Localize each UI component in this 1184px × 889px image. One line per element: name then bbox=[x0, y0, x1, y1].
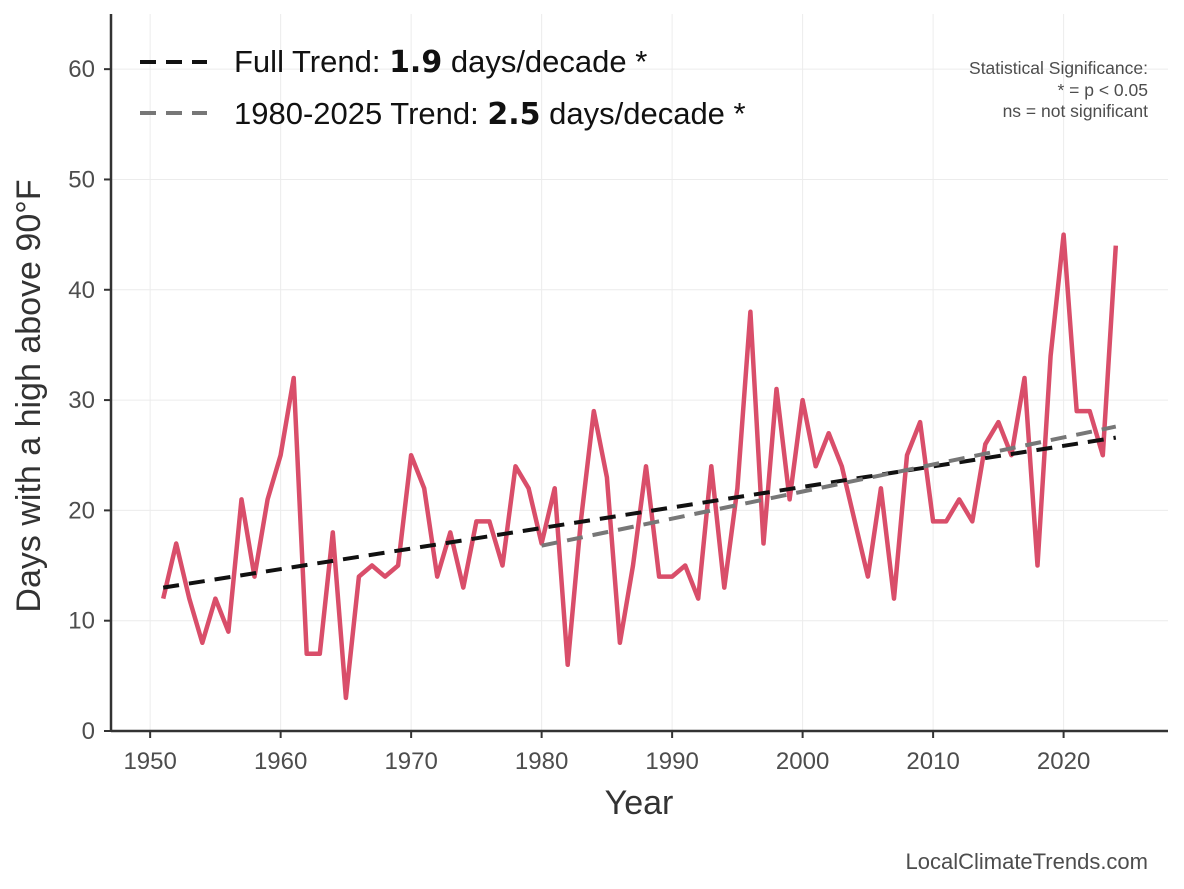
legend: Full Trend: 1.9 days/decade * 1980-2025 … bbox=[140, 44, 746, 132]
y-tick-label: 30 bbox=[68, 387, 95, 414]
x-tick-label: 2010 bbox=[906, 748, 959, 775]
y-tick-label: 10 bbox=[68, 608, 95, 635]
x-tick-label: 1970 bbox=[384, 748, 437, 775]
y-axis-title: Days with a high above 90°F bbox=[10, 179, 48, 612]
y-tick-label: 40 bbox=[68, 277, 95, 304]
significance-note: Statistical Significance: * = p < 0.05 n… bbox=[969, 58, 1148, 121]
x-axis-ticks: 1950 1960 1970 1980 1990 2000 2010 2020 bbox=[123, 731, 1090, 775]
significance-line-2: ns = not significant bbox=[1003, 101, 1149, 121]
axes bbox=[109, 14, 1168, 733]
trend-line-1980-2025 bbox=[541, 424, 1117, 548]
x-tick-label: 1950 bbox=[123, 748, 176, 775]
grid-lines bbox=[111, 14, 1168, 732]
y-tick-label: 50 bbox=[68, 166, 95, 193]
series-layer bbox=[161, 232, 1119, 701]
legend-label-full-trend: Full Trend: 1.9 days/decade * bbox=[234, 44, 647, 80]
trend-line-full bbox=[162, 435, 1117, 590]
y-axis-ticks: 0 10 20 30 40 50 60 bbox=[68, 56, 111, 745]
x-tick-label: 1980 bbox=[515, 748, 568, 775]
x-tick-label: 2020 bbox=[1037, 748, 1090, 775]
y-tick-label: 0 bbox=[82, 718, 95, 745]
x-tick-label: 1990 bbox=[645, 748, 698, 775]
x-axis-title: Year bbox=[605, 784, 674, 822]
significance-line-1: * = p < 0.05 bbox=[1058, 80, 1149, 100]
y-tick-label: 60 bbox=[68, 56, 95, 83]
significance-title: Statistical Significance: bbox=[969, 58, 1148, 78]
series-line-days-above-90 bbox=[161, 232, 1119, 701]
x-tick-label: 2000 bbox=[776, 748, 829, 775]
x-tick-label: 1960 bbox=[254, 748, 307, 775]
source-credit: LocalClimateTrends.com bbox=[906, 849, 1149, 874]
y-tick-label: 20 bbox=[68, 497, 95, 524]
legend-label-1980-2025-trend: 1980-2025 Trend: 2.5 days/decade * bbox=[234, 96, 746, 132]
